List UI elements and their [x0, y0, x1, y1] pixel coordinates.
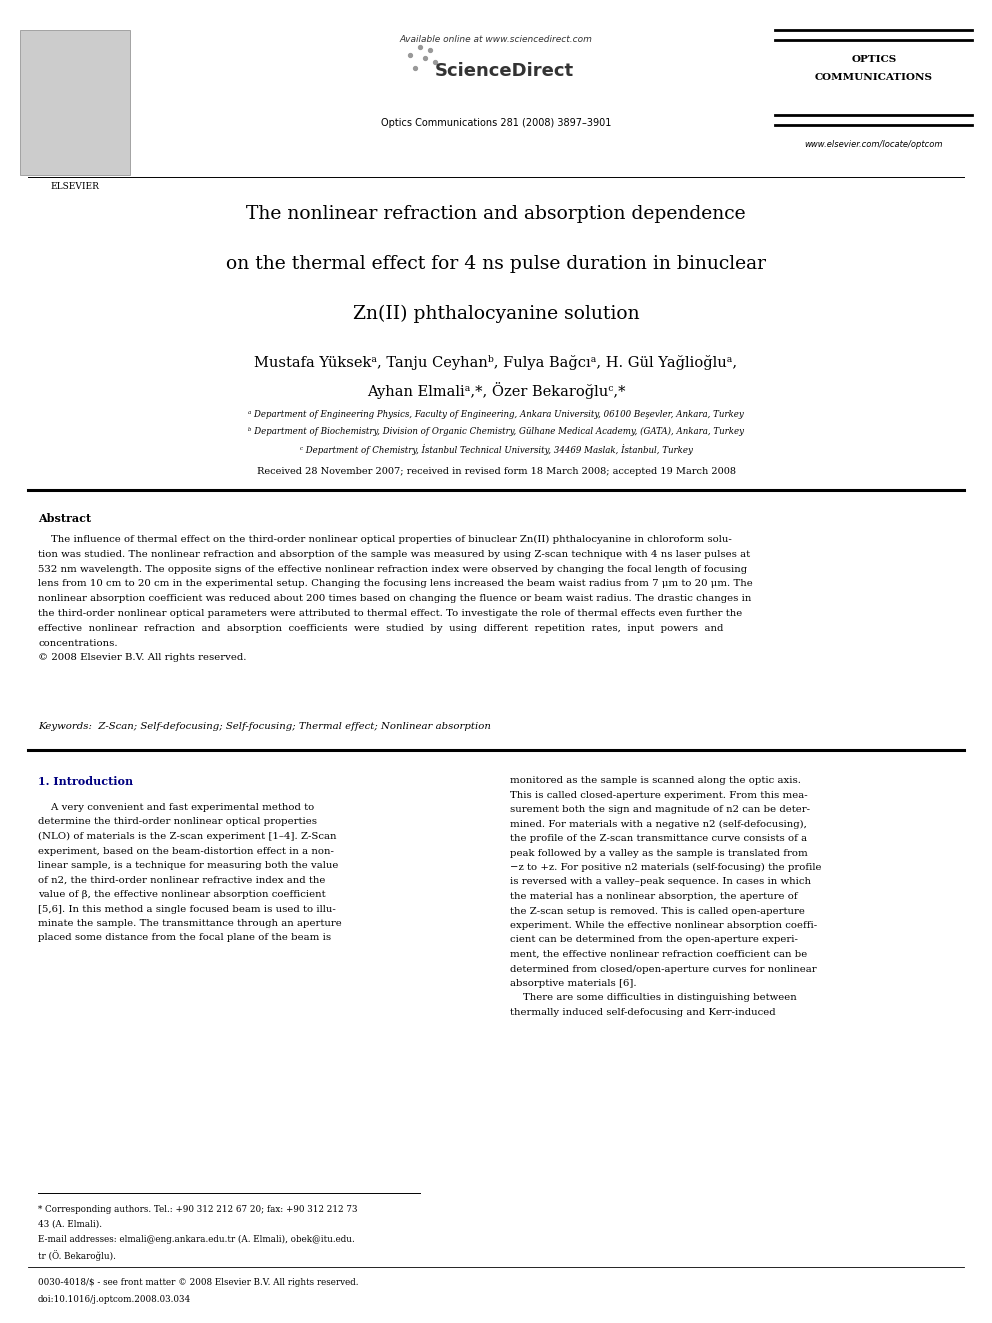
Text: determine the third-order nonlinear optical properties: determine the third-order nonlinear opti…	[38, 818, 317, 827]
Text: experiment, based on the beam-distortion effect in a non-: experiment, based on the beam-distortion…	[38, 847, 334, 856]
Text: Optics Communications 281 (2008) 3897–3901: Optics Communications 281 (2008) 3897–39…	[381, 118, 611, 128]
Text: [5,6]. In this method a single focused beam is used to illu-: [5,6]. In this method a single focused b…	[38, 905, 335, 913]
Text: ᶜ Department of Chemistry, İstanbul Technical University, 34469 Maslak, İstanbul: ᶜ Department of Chemistry, İstanbul Tech…	[300, 445, 692, 455]
Text: of n2, the third-order nonlinear refractive index and the: of n2, the third-order nonlinear refract…	[38, 876, 325, 885]
Text: minate the sample. The transmittance through an aperture: minate the sample. The transmittance thr…	[38, 919, 342, 927]
Text: ᵇ Department of Biochemistry, Division of Organic Chemistry, Gülhane Medical Aca: ᵇ Department of Biochemistry, Division o…	[248, 427, 744, 437]
Text: linear sample, is a technique for measuring both the value: linear sample, is a technique for measur…	[38, 861, 338, 871]
Text: © 2008 Elsevier B.V. All rights reserved.: © 2008 Elsevier B.V. All rights reserved…	[38, 654, 246, 663]
Text: The influence of thermal effect on the third-order nonlinear optical properties : The influence of thermal effect on the t…	[38, 534, 732, 544]
Text: Keywords:  Z-Scan; Self-defocusing; Self-focusing; Thermal effect; Nonlinear abs: Keywords: Z-Scan; Self-defocusing; Self-…	[38, 722, 491, 732]
Text: E-mail addresses: elmali@eng.ankara.edu.tr (A. Elmali), obek@itu.edu.: E-mail addresses: elmali@eng.ankara.edu.…	[38, 1234, 355, 1244]
Text: The nonlinear refraction and absorption dependence: The nonlinear refraction and absorption …	[246, 205, 746, 224]
Text: This is called closed-aperture experiment. From this mea-: This is called closed-aperture experimen…	[510, 791, 807, 799]
Text: COMMUNICATIONS: COMMUNICATIONS	[815, 73, 933, 82]
Text: 43 (A. Elmali).: 43 (A. Elmali).	[38, 1220, 102, 1229]
Text: cient can be determined from the open-aperture experi-: cient can be determined from the open-ap…	[510, 935, 798, 945]
Text: doi:10.1016/j.optcom.2008.03.034: doi:10.1016/j.optcom.2008.03.034	[38, 1295, 191, 1304]
Text: tion was studied. The nonlinear refraction and absorption of the sample was meas: tion was studied. The nonlinear refracti…	[38, 550, 750, 558]
Text: on the thermal effect for 4 ns pulse duration in binuclear: on the thermal effect for 4 ns pulse dur…	[226, 255, 766, 273]
Text: absorptive materials [6].: absorptive materials [6].	[510, 979, 637, 988]
Text: 0030-4018/$ - see front matter © 2008 Elsevier B.V. All rights reserved.: 0030-4018/$ - see front matter © 2008 El…	[38, 1278, 358, 1287]
Text: the third-order nonlinear optical parameters were attributed to thermal effect. : the third-order nonlinear optical parame…	[38, 609, 742, 618]
Text: Received 28 November 2007; received in revised form 18 March 2008; accepted 19 M: Received 28 November 2007; received in r…	[257, 467, 735, 476]
Text: Zn(II) phthalocyanine solution: Zn(II) phthalocyanine solution	[353, 306, 639, 323]
Text: mined. For materials with a negative n2 (self-defocusing),: mined. For materials with a negative n2 …	[510, 819, 806, 828]
Text: ELSEVIER: ELSEVIER	[51, 183, 99, 191]
Text: concentrations.: concentrations.	[38, 639, 118, 647]
Text: Mustafa Yüksekᵃ, Tanju Ceyhanᵇ, Fulya Bağcıᵃ, H. Gül Yağlioğluᵃ,: Mustafa Yüksekᵃ, Tanju Ceyhanᵇ, Fulya Ba…	[254, 355, 738, 370]
Text: ScienceDirect: ScienceDirect	[435, 62, 574, 79]
Text: Abstract: Abstract	[38, 513, 91, 524]
Text: 532 nm wavelength. The opposite signs of the effective nonlinear refraction inde: 532 nm wavelength. The opposite signs of…	[38, 565, 747, 574]
Text: tr (Ö. Bekaroğlu).: tr (Ö. Bekaroğlu).	[38, 1250, 116, 1261]
Text: experiment. While the effective nonlinear absorption coeffi-: experiment. While the effective nonlinea…	[510, 921, 817, 930]
Text: value of β, the effective nonlinear absorption coefficient: value of β, the effective nonlinear abso…	[38, 890, 325, 900]
Text: (NLO) of materials is the Z-scan experiment [1–4]. Z-Scan: (NLO) of materials is the Z-scan experim…	[38, 832, 336, 841]
Text: effective  nonlinear  refraction  and  absorption  coefficients  were  studied  : effective nonlinear refraction and absor…	[38, 624, 723, 632]
Text: surement both the sign and magnitude of n2 can be deter-: surement both the sign and magnitude of …	[510, 804, 810, 814]
Bar	[20, 30, 130, 175]
Text: Ayhan Elmaliᵃ,*, Özer Bekaroğluᶜ,*: Ayhan Elmaliᵃ,*, Özer Bekaroğluᶜ,*	[367, 382, 625, 400]
Text: Available online at www.sciencedirect.com: Available online at www.sciencedirect.co…	[400, 34, 592, 44]
Text: determined from closed/open-aperture curves for nonlinear: determined from closed/open-aperture cur…	[510, 964, 816, 974]
Text: www.elsevier.com/locate/optcom: www.elsevier.com/locate/optcom	[805, 140, 943, 149]
Text: is reversed with a valley–peak sequence. In cases in which: is reversed with a valley–peak sequence.…	[510, 877, 811, 886]
Text: the material has a nonlinear absorption, the aperture of: the material has a nonlinear absorption,…	[510, 892, 798, 901]
Text: the Z-scan setup is removed. This is called open-aperture: the Z-scan setup is removed. This is cal…	[510, 906, 805, 916]
Text: There are some difficulties in distinguishing between: There are some difficulties in distingui…	[510, 994, 797, 1003]
Text: placed some distance from the focal plane of the beam is: placed some distance from the focal plan…	[38, 934, 331, 942]
Text: nonlinear absorption coefficient was reduced about 200 times based on changing t: nonlinear absorption coefficient was red…	[38, 594, 751, 603]
Text: thermally induced self-defocusing and Kerr-induced: thermally induced self-defocusing and Ke…	[510, 1008, 776, 1017]
Text: ment, the effective nonlinear refraction coefficient can be: ment, the effective nonlinear refraction…	[510, 950, 807, 959]
Text: 1. Introduction: 1. Introduction	[38, 777, 133, 787]
Text: OPTICS: OPTICS	[851, 56, 897, 64]
Text: the profile of the Z-scan transmittance curve consists of a: the profile of the Z-scan transmittance …	[510, 833, 807, 843]
Text: ᵃ Department of Engineering Physics, Faculty of Engineering, Ankara University, : ᵃ Department of Engineering Physics, Fac…	[248, 410, 744, 419]
Text: −z to +z. For positive n2 materials (self-focusing) the profile: −z to +z. For positive n2 materials (sel…	[510, 863, 821, 872]
Text: * Corresponding authors. Tel.: +90 312 212 67 20; fax: +90 312 212 73: * Corresponding authors. Tel.: +90 312 2…	[38, 1205, 357, 1215]
Text: lens from 10 cm to 20 cm in the experimental setup. Changing the focusing lens i: lens from 10 cm to 20 cm in the experime…	[38, 579, 753, 589]
Text: monitored as the sample is scanned along the optic axis.: monitored as the sample is scanned along…	[510, 777, 801, 785]
Text: peak followed by a valley as the sample is translated from: peak followed by a valley as the sample …	[510, 848, 807, 857]
Text: A very convenient and fast experimental method to: A very convenient and fast experimental …	[38, 803, 314, 812]
